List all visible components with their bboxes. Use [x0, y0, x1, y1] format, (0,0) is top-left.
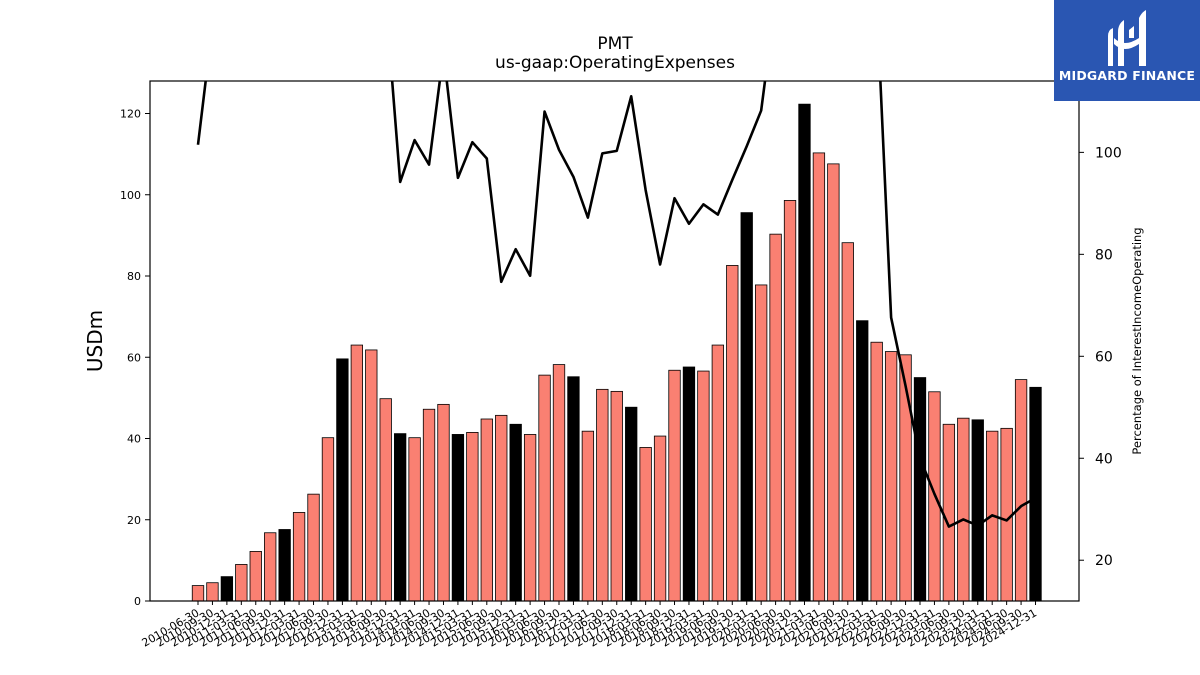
bar-2016-03-31 — [523, 434, 537, 602]
y-tick-label: 120 — [120, 108, 141, 121]
y-tick-label: 80 — [127, 270, 141, 283]
chart-title: PMT — [597, 34, 633, 54]
bar-2010-06-30 — [191, 585, 205, 602]
y-right-tick-label: 40 — [1095, 451, 1113, 467]
y-axis-right-label: Percentage of InterestIncomeOperating — [1130, 227, 1144, 454]
logo-text: MIDGARD FINANCE — [1058, 68, 1196, 83]
y-right-tick-label: 60 — [1095, 349, 1113, 365]
bar-2015-09-30 — [495, 414, 508, 602]
bar-2019-12-31 — [740, 212, 753, 602]
bar-2023-12-31 — [971, 419, 984, 602]
y-right-tick-label: 20 — [1095, 553, 1113, 569]
bar-2020-09-30 — [783, 200, 797, 602]
bar-2018-09-30 — [668, 369, 681, 602]
bar-2012-09-30 — [321, 437, 335, 602]
axes: 0 20 40 60 80 100 120 20 40 60 80 100 — [120, 80, 1122, 608]
bar-2019-09-30 — [726, 265, 739, 602]
bar-2010-09-30 — [206, 582, 219, 602]
bar-2021-03-31 — [812, 152, 826, 602]
bar-2018-12-31 — [682, 366, 696, 602]
bar-2018-06-30 — [653, 435, 667, 602]
bar-2016-06-30 — [538, 374, 551, 602]
bar-2023-09-30 — [957, 417, 970, 602]
y-right-tick-label: 100 — [1095, 145, 1122, 161]
bar-2013-09-30 — [379, 398, 392, 602]
bar-2017-12-31 — [625, 406, 638, 602]
y-tick-label: 100 — [120, 189, 141, 202]
bar-2015-03-31 — [466, 432, 479, 602]
plot-frame — [149, 80, 1080, 602]
y-tick-label: 40 — [127, 433, 141, 446]
bar-2013-03-31 — [350, 344, 363, 602]
bar-2019-03-31 — [697, 370, 710, 602]
bar-2020-12-31 — [798, 103, 811, 602]
y-tick-label: 0 — [134, 595, 141, 608]
bar-2022-12-31 — [913, 377, 927, 602]
bar-2023-06-30 — [942, 423, 956, 602]
y-tick-label: 60 — [127, 351, 141, 364]
bar-2013-12-31 — [394, 433, 407, 602]
bar-2019-06-30 — [711, 344, 724, 602]
bar-2022-03-31 — [870, 341, 883, 602]
bar-2017-09-30 — [610, 390, 623, 602]
line-series — [196, 81, 1037, 528]
bar-2011-06-30 — [249, 551, 262, 602]
bar-2021-09-30 — [841, 242, 854, 602]
bar-2016-12-31 — [567, 376, 580, 602]
bar-2021-06-30 — [827, 163, 840, 602]
midgard-logo-icon — [1108, 10, 1146, 66]
bar-2011-12-31 — [278, 529, 291, 602]
bar-2012-03-31 — [292, 512, 306, 602]
bar-2012-12-31 — [336, 358, 349, 602]
bar-2014-09-30 — [437, 403, 450, 602]
y-tick-label: 20 — [127, 514, 141, 527]
bar-2014-03-31 — [408, 437, 421, 602]
bar-2011-03-31 — [235, 564, 248, 602]
bar-2017-06-30 — [596, 388, 609, 602]
midgard-finance-logo: MIDGARD FINANCE — [1054, 0, 1200, 101]
bar-2011-09-30 — [264, 532, 277, 602]
bar-2015-06-30 — [480, 418, 493, 602]
y-right-tick-label: 80 — [1095, 247, 1113, 263]
bar-2010-12-31 — [220, 576, 234, 602]
bar-2020-06-30 — [769, 233, 782, 602]
bar-series — [191, 103, 1042, 602]
bar-2016-09-30 — [552, 364, 566, 602]
bar-2024-12-31 — [1029, 386, 1042, 602]
x-tick-labels: 2010-06-302010-09-302010-12-312011-03-31… — [140, 601, 1039, 650]
chart-subtitle: us-gaap:OperatingExpenses — [495, 53, 735, 73]
bar-2014-12-31 — [451, 434, 465, 602]
bar-2017-03-31 — [581, 430, 595, 602]
bar-2013-06-30 — [365, 349, 378, 602]
bar-2015-12-31 — [509, 423, 522, 602]
bar-2018-03-31 — [639, 447, 652, 602]
bar-2024-09-30 — [1014, 379, 1028, 602]
interest-income-ratio-line — [196, 81, 1037, 528]
bar-2021-12-31 — [856, 320, 869, 602]
y-axis-label: USDm — [83, 310, 107, 372]
bar-2014-06-30 — [422, 408, 436, 602]
bar-2012-06-30 — [307, 493, 320, 602]
bar-2020-03-31 — [755, 284, 768, 602]
bar-2022-06-30 — [884, 351, 898, 602]
